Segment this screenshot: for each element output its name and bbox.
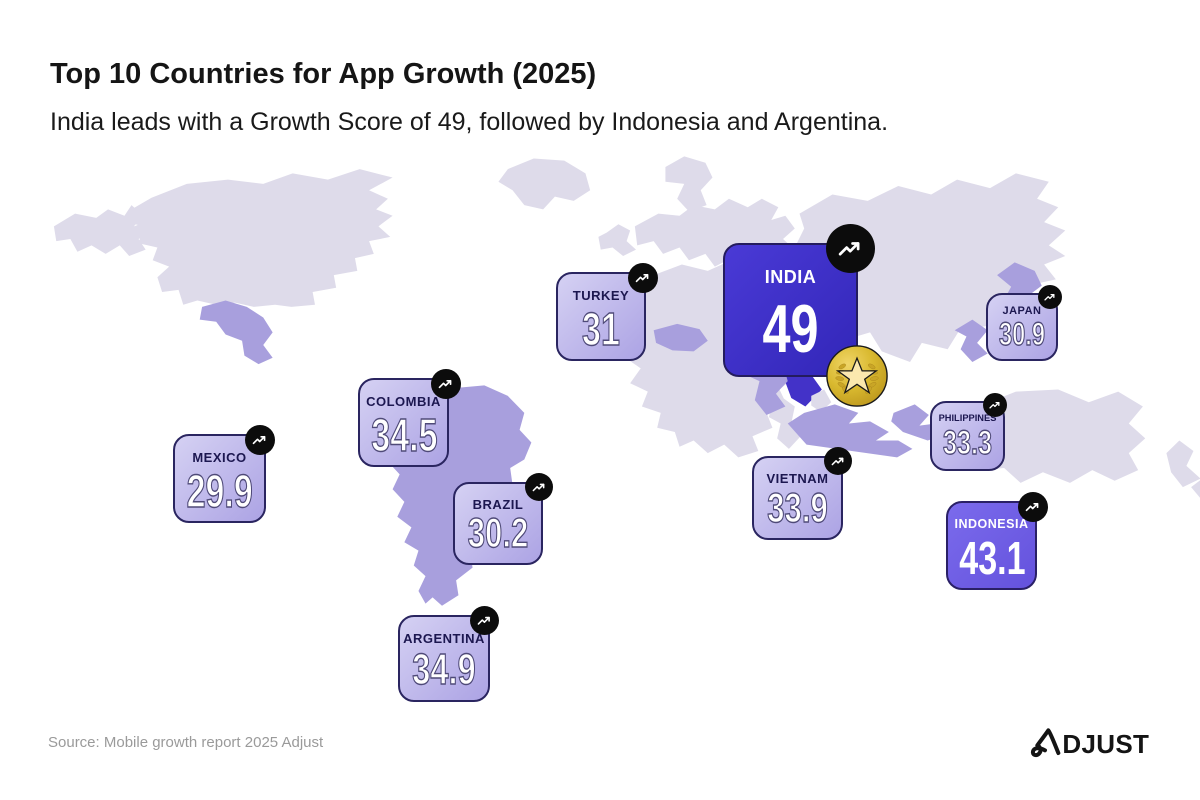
svg-text:DJUST: DJUST: [1062, 729, 1149, 759]
